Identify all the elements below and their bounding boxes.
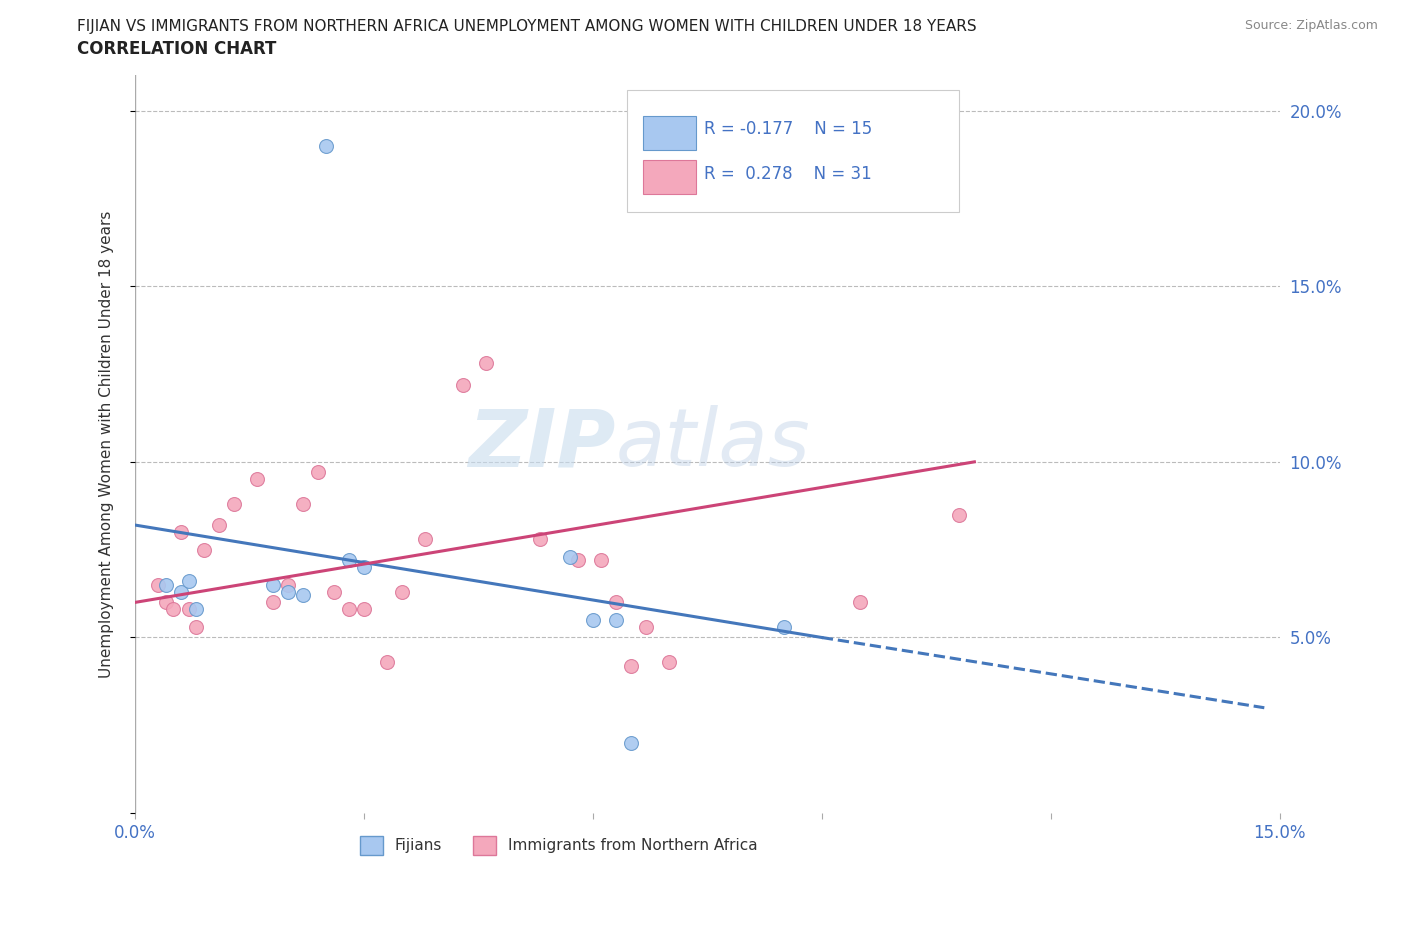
Point xyxy=(849,595,872,610)
Point xyxy=(451,378,474,392)
Point xyxy=(277,584,299,599)
Legend: Fijians, Immigrants from Northern Africa: Fijians, Immigrants from Northern Africa xyxy=(353,830,763,861)
Point xyxy=(605,613,627,628)
Point xyxy=(375,655,398,670)
Point xyxy=(315,139,337,153)
Point xyxy=(292,588,315,603)
FancyBboxPatch shape xyxy=(644,116,696,150)
Point xyxy=(170,584,193,599)
Text: CORRELATION CHART: CORRELATION CHART xyxy=(77,40,277,58)
Point xyxy=(292,497,315,512)
Point xyxy=(277,578,299,592)
Point xyxy=(413,532,436,547)
Text: Source: ZipAtlas.com: Source: ZipAtlas.com xyxy=(1244,19,1378,32)
Point xyxy=(620,736,643,751)
Point xyxy=(337,602,360,617)
Text: R =  0.278    N = 31: R = 0.278 N = 31 xyxy=(704,165,872,182)
Text: FIJIAN VS IMMIGRANTS FROM NORTHERN AFRICA UNEMPLOYMENT AMONG WOMEN WITH CHILDREN: FIJIAN VS IMMIGRANTS FROM NORTHERN AFRIC… xyxy=(77,19,977,33)
Point xyxy=(322,584,344,599)
Point xyxy=(567,552,589,567)
Point xyxy=(186,619,208,634)
Point xyxy=(155,595,177,610)
Point xyxy=(162,602,184,617)
Point xyxy=(177,602,200,617)
Point xyxy=(948,507,970,522)
Point xyxy=(307,465,329,480)
Text: atlas: atlas xyxy=(616,405,811,484)
Point xyxy=(589,552,612,567)
Point xyxy=(186,602,208,617)
Point xyxy=(353,560,375,575)
Point xyxy=(170,525,193,539)
Point xyxy=(224,497,246,512)
Y-axis label: Unemployment Among Women with Children Under 18 years: Unemployment Among Women with Children U… xyxy=(100,210,114,678)
Point xyxy=(353,602,375,617)
Point xyxy=(558,550,581,565)
Point xyxy=(475,356,498,371)
Point xyxy=(193,542,215,557)
Point xyxy=(636,619,658,634)
Point xyxy=(177,574,200,589)
FancyBboxPatch shape xyxy=(644,160,696,194)
Point xyxy=(772,619,794,634)
Point xyxy=(582,613,605,628)
Text: R = -0.177    N = 15: R = -0.177 N = 15 xyxy=(704,120,872,139)
Point xyxy=(529,532,551,547)
Point xyxy=(605,595,627,610)
FancyBboxPatch shape xyxy=(627,90,959,212)
Point xyxy=(620,658,643,673)
Point xyxy=(262,595,284,610)
Point xyxy=(155,578,177,592)
Point xyxy=(337,552,360,567)
Point xyxy=(246,472,269,487)
Point xyxy=(262,578,284,592)
Point xyxy=(658,655,681,670)
Text: ZIP: ZIP xyxy=(468,405,616,484)
Point xyxy=(208,518,231,533)
Point xyxy=(391,584,413,599)
Point xyxy=(146,578,169,592)
